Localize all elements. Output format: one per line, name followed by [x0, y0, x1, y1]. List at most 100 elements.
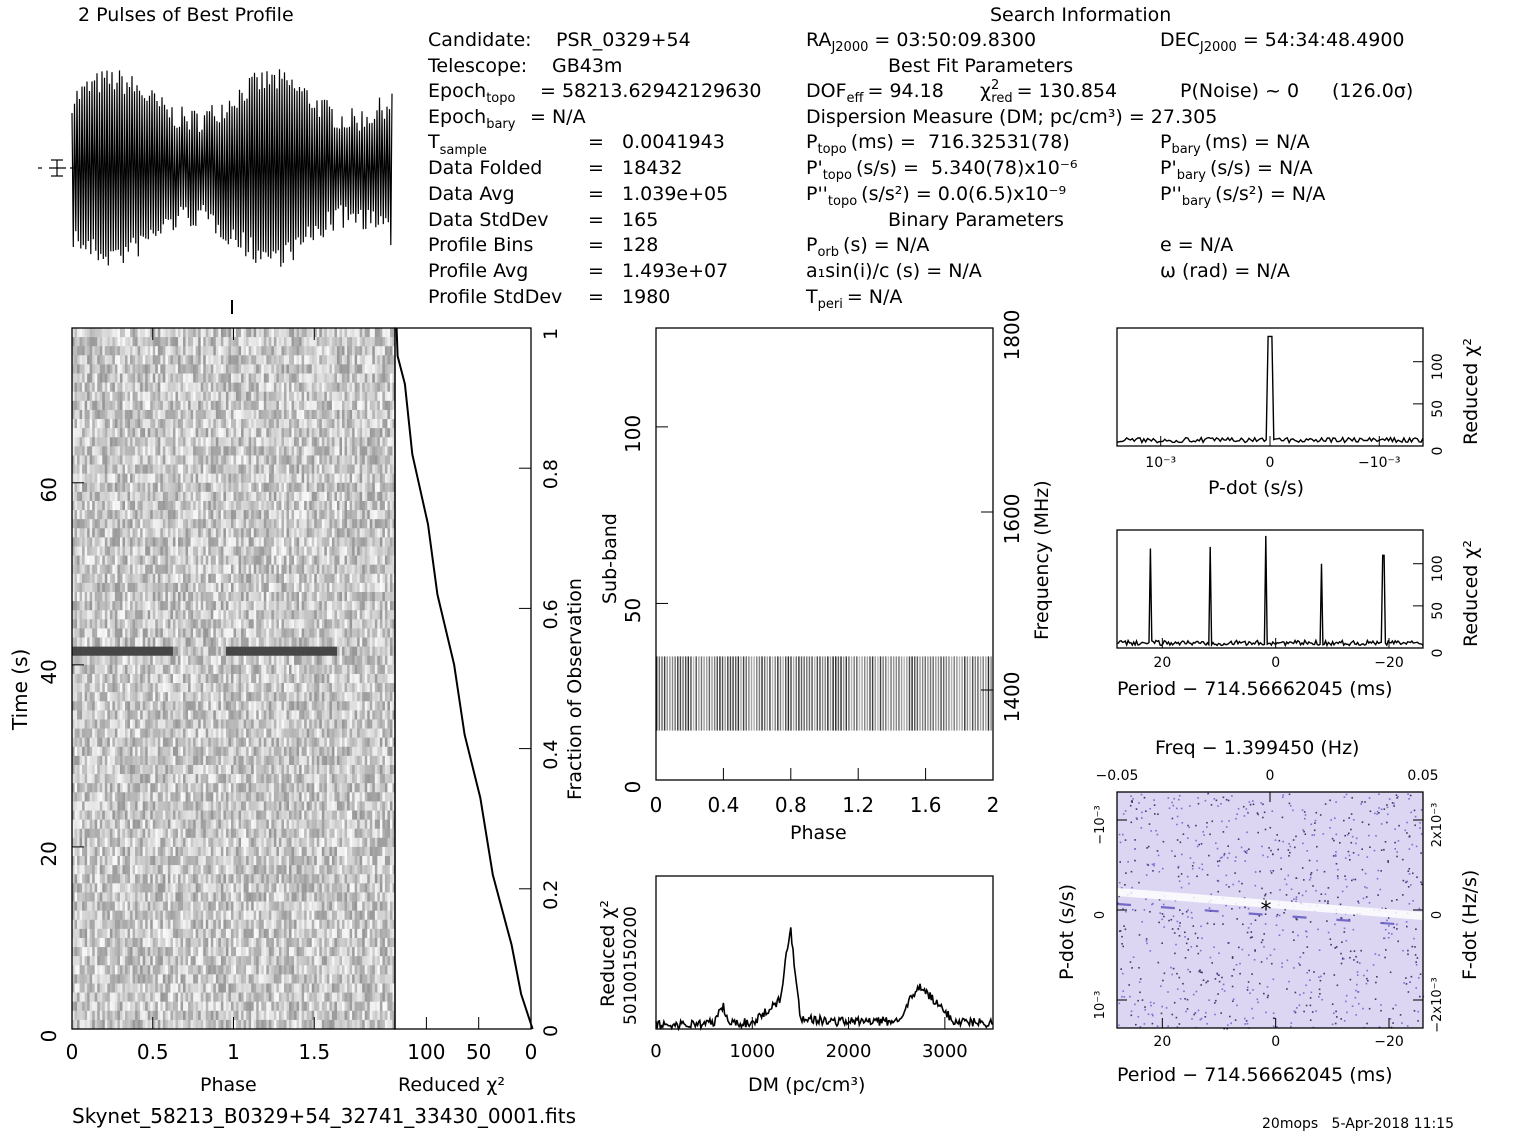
time-phase-cell: [316, 491, 320, 502]
time-phase-cell: [218, 510, 222, 520]
time-phase-cell: [334, 537, 338, 547]
time-phase-cell: [359, 573, 363, 584]
time-phase-cell: [82, 455, 85, 465]
time-phase-cell: [296, 482, 300, 493]
time-phase-cell: [213, 555, 217, 565]
time-phase-cell: [208, 473, 212, 484]
time-phase-cell: [87, 555, 90, 565]
time-phase-cell: [183, 601, 186, 611]
time-phase-cell: [367, 601, 371, 611]
time-phase-cell: [72, 364, 75, 374]
time-phase-cell: [104, 328, 108, 338]
time-phase-cell: [167, 428, 171, 438]
time-phase-cell: [225, 355, 229, 365]
time-phase-cell: [223, 673, 227, 684]
time-phase-cell: [112, 437, 116, 447]
time-phase-cell: [309, 491, 313, 502]
time-phase-cell: [175, 464, 179, 474]
time-phase-cell: [147, 373, 151, 383]
time-phase-cell: [379, 628, 383, 638]
time-phase-cell: [140, 573, 143, 584]
time-phase-cell: [304, 592, 307, 602]
time-phase-cell: [364, 528, 368, 538]
time-phase-cell: [289, 601, 292, 611]
time-phase-cell: [324, 373, 328, 383]
time-phase-cell: [72, 564, 75, 575]
time-phase-cell: [142, 500, 146, 511]
time-phase-cell: [387, 355, 391, 365]
time-phase-cell: [142, 464, 146, 474]
time-phase-cell: [243, 655, 247, 666]
time-phase-cell: [389, 337, 393, 347]
time-phase-cell: [387, 346, 391, 356]
time-phase-cell: [392, 592, 396, 602]
time-phase-cell: [314, 446, 318, 456]
time-phase-cell: [225, 664, 229, 675]
time-phase-cell: [253, 610, 257, 620]
profile-error-bar: [38, 159, 74, 177]
time-phase-cell: [147, 628, 151, 638]
time-phase-cell: [225, 601, 229, 611]
time-phase-cell: [281, 328, 285, 338]
time-phase-cell: [233, 437, 237, 447]
time-phase-cell: [213, 482, 217, 493]
time-phase-cell: [122, 655, 126, 666]
time-phase-cell: [107, 437, 111, 447]
time-phase-cell: [352, 500, 355, 511]
time-phase-cell: [299, 528, 302, 538]
time-phase-cell: [238, 555, 242, 565]
time-phase-cell: [236, 601, 239, 611]
time-phase-cell: [273, 409, 277, 420]
time-phase-cell: [157, 673, 161, 684]
time-phase-cell: [281, 564, 285, 575]
time-phase-cell: [283, 646, 287, 657]
time-phase-cell: [124, 346, 128, 356]
time-phase-cell: [379, 391, 383, 402]
time-phase-cell: [311, 628, 315, 638]
time-phase-cell: [286, 409, 290, 420]
time-phase-cell: [180, 519, 184, 529]
time-phase-cell: [319, 592, 323, 602]
time-phase-cell: [117, 601, 121, 611]
time-phase-cell: [135, 482, 138, 493]
time-phase-cell: [145, 437, 148, 447]
time-phase-cell: [331, 482, 335, 493]
time-phase-cell: [296, 409, 300, 420]
time-phase-cell: [336, 582, 340, 593]
time-phase-cell: [344, 655, 348, 666]
time-phase-cell: [384, 510, 388, 520]
time-phase-cell: [243, 564, 247, 575]
time-phase-cell: [107, 528, 111, 538]
time-phase-cell: [180, 328, 184, 338]
time-phase-cell: [248, 437, 252, 447]
time-phase-cell: [367, 482, 371, 493]
time-phase-cell: [251, 464, 254, 474]
time-phase-cell: [329, 546, 333, 556]
time-phase-cell: [82, 537, 85, 547]
time-phase-cell: [94, 555, 98, 565]
time-phase-cell: [387, 664, 391, 675]
time-phase-cell: [266, 482, 270, 493]
time-phase-cell: [311, 555, 315, 565]
time-phase-cell: [243, 491, 247, 502]
time-phase-cell: [369, 628, 373, 638]
time-phase-cell: [79, 592, 83, 602]
time-phase-cell: [283, 446, 287, 456]
time-phase-cell: [94, 510, 98, 520]
time-phase-cell: [99, 328, 103, 338]
time-phase-cell: [294, 346, 297, 356]
time-phase-cell: [170, 400, 174, 411]
time-phase-cell: [331, 655, 335, 666]
time-phase-cell: [200, 537, 204, 547]
time-phase-cell: [132, 419, 136, 429]
time-phase-cell: [127, 528, 131, 538]
time-phase-cell: [87, 437, 90, 447]
time-phase-cell: [369, 601, 373, 611]
time-phase-cell: [271, 428, 275, 438]
time-phase-cell: [246, 409, 249, 420]
time-phase-cell: [200, 400, 204, 411]
time-phase-cell: [389, 500, 393, 511]
time-phase-cell: [329, 637, 333, 647]
time-phase-cell: [162, 664, 166, 675]
time-phase-cell: [261, 328, 265, 338]
